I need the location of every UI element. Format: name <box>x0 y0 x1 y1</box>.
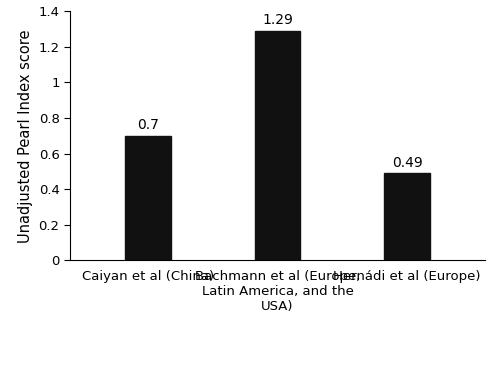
Y-axis label: Unadjusted Pearl Index score: Unadjusted Pearl Index score <box>18 29 33 243</box>
Bar <box>125 136 170 260</box>
Text: 0.7: 0.7 <box>137 118 159 132</box>
Text: 1.29: 1.29 <box>262 13 293 27</box>
Text: 0.49: 0.49 <box>392 155 422 170</box>
Bar <box>255 31 300 260</box>
Bar <box>384 173 430 260</box>
